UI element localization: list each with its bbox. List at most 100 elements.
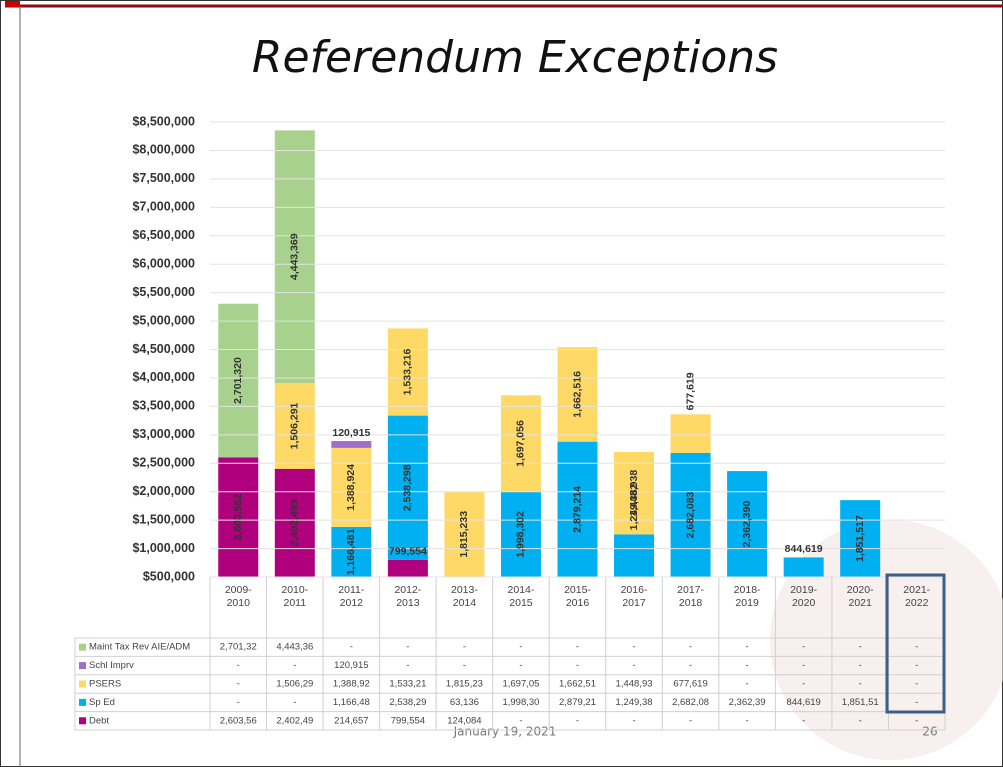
data-label: 1,249,382	[628, 484, 640, 531]
table-cell: 1,388,92	[333, 679, 370, 690]
data-label: 1,506,291	[289, 402, 301, 449]
table-cell: 1,249,38	[616, 697, 653, 708]
table-cell: -	[859, 679, 862, 690]
y-tick-label: $1,500,000	[132, 512, 195, 526]
table-cell: 2,538,29	[389, 697, 426, 708]
data-label: 1,815,233	[458, 511, 470, 558]
bar-segment	[274, 130, 315, 384]
table-cell: -	[519, 715, 522, 726]
bar-segment	[500, 491, 541, 577]
bar-segment	[218, 303, 259, 458]
table-cell: -	[632, 642, 635, 653]
table-cell: 1,166,48	[333, 697, 370, 708]
highlight-box	[885, 573, 946, 714]
bar-segment	[387, 559, 428, 577]
data-label: 1,533,216	[402, 348, 414, 395]
bar-segment	[783, 557, 824, 577]
table-cell: -	[859, 715, 862, 726]
legend-swatch	[79, 680, 86, 688]
bar-segment	[557, 441, 598, 577]
bar-segment	[274, 383, 315, 469]
x-tick-label: 2021-2022	[903, 584, 930, 609]
bar-segment	[274, 468, 315, 577]
table-cell: -	[689, 642, 692, 653]
table-cell: -	[576, 715, 579, 726]
table-cell: -	[689, 660, 692, 671]
legend-label: Sp Ed	[89, 697, 115, 708]
y-tick-label: $8,500,000	[132, 114, 195, 128]
legend-swatch	[79, 717, 86, 725]
table-cell: -	[519, 660, 522, 671]
table-cell: 2,879,21	[559, 697, 596, 708]
table-cell: -	[406, 660, 409, 671]
legend-swatch	[79, 698, 86, 706]
x-tick-label: 2019-2020	[790, 584, 817, 609]
page-number: 26	[922, 725, 937, 739]
table-cell: -	[463, 642, 466, 653]
x-tick-label: 2013-2014	[451, 584, 478, 609]
bar-segment	[218, 457, 259, 577]
legend-label: PSERS	[89, 679, 121, 690]
x-tick-label: 2011-2012	[338, 584, 365, 609]
table-cell: -	[802, 679, 805, 690]
y-tick-label: $7,500,000	[132, 171, 195, 185]
bar-segment	[727, 471, 768, 577]
table-cell: 124,084	[447, 715, 481, 726]
bar-segment	[670, 414, 711, 453]
table-cell: 214,657	[334, 715, 368, 726]
table-cell: -	[802, 660, 805, 671]
x-tick-label: 2012-2013	[394, 584, 421, 609]
data-label: 120,915	[332, 427, 370, 439]
table-cell: -	[915, 715, 918, 726]
table-cell: 844,619	[786, 697, 820, 708]
table-cell: 1,851,51	[842, 697, 879, 708]
bar-segment	[840, 500, 881, 577]
data-label: 2,701,320	[232, 357, 244, 404]
table-cell: -	[463, 660, 466, 671]
table-cell: 4,443,36	[276, 642, 313, 653]
table-cell: -	[859, 660, 862, 671]
table-cell: -	[802, 642, 805, 653]
data-label: 844,619	[785, 543, 823, 555]
data-label: 1,998,302	[515, 511, 527, 558]
bar-segment	[331, 447, 372, 527]
table-cell: -	[746, 679, 749, 690]
data-label: 1,851,517	[854, 515, 866, 562]
y-tick-label: $3,500,000	[132, 399, 195, 413]
y-tick-label: $5,000,000	[132, 313, 195, 327]
data-label: 1,166,481	[345, 528, 357, 575]
y-tick-label: $2,000,000	[132, 484, 195, 498]
table-cell: 2,682,08	[672, 697, 709, 708]
table-cell: -	[576, 660, 579, 671]
y-tick-label: $500,000	[143, 569, 195, 583]
data-label: 2,879,214	[571, 486, 583, 533]
data-label: 4,443,369	[289, 233, 301, 280]
table-cell: -	[689, 715, 692, 726]
y-tick-label: $8,000,000	[132, 143, 195, 157]
legend-swatch	[79, 643, 86, 651]
table-cell: 1,697,05	[502, 679, 539, 690]
table-cell: 63,136	[450, 697, 479, 708]
table-cell: -	[915, 642, 918, 653]
x-tick-label: 2018-2019	[734, 584, 761, 609]
y-tick-label: $4,000,000	[132, 370, 195, 384]
data-label: 1,388,924	[345, 464, 357, 511]
table-cell: 1,506,29	[276, 679, 313, 690]
table-cell: -	[802, 715, 805, 726]
y-tick-label: $2,500,000	[132, 456, 195, 470]
data-label: 1,662,516	[571, 371, 583, 418]
data-label: 2,362,390	[741, 501, 753, 548]
table-cell: -	[859, 642, 862, 653]
bar-segment	[614, 451, 655, 535]
data-label: 2,538,298	[402, 464, 414, 511]
bar-segment	[557, 347, 598, 442]
table-cell: -	[632, 715, 635, 726]
footer-date: January 19, 2021	[453, 725, 557, 739]
y-tick-label: $6,500,000	[132, 228, 195, 242]
chart-title: Referendum Exceptions	[252, 32, 778, 83]
y-tick-label: $3,000,000	[132, 427, 195, 441]
bar-segment	[614, 534, 655, 577]
table-cell: -	[746, 642, 749, 653]
bar-segment	[387, 328, 428, 416]
